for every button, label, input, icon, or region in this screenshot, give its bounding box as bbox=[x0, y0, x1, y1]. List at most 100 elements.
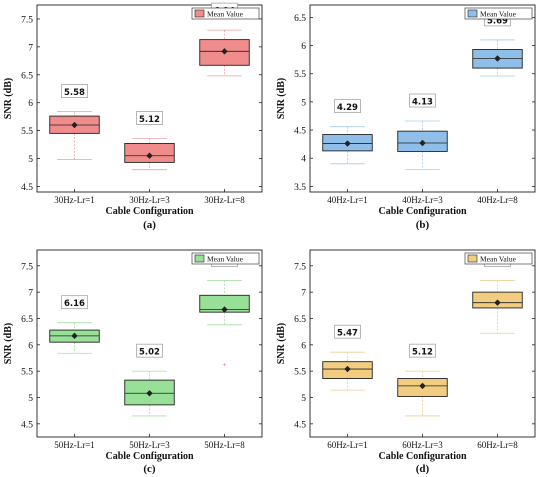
y-tick-label: 4.5 bbox=[294, 127, 306, 137]
x-tick-label: 40Hz-Lr=3 bbox=[402, 195, 443, 205]
mean-label: 5.12 bbox=[139, 115, 160, 125]
y-tick-label: 6.5 bbox=[21, 315, 33, 325]
mean-marker bbox=[494, 299, 501, 306]
y-tick-label: 4.5 bbox=[294, 420, 306, 430]
x-axis-label: Cable Configuration bbox=[378, 206, 467, 217]
mean-marker bbox=[71, 332, 78, 340]
y-tick-label: 6 bbox=[301, 42, 306, 52]
panel-label: (b) bbox=[416, 219, 430, 231]
x-tick-label: 30Hz-Lr=8 bbox=[204, 195, 245, 205]
x-tick-label: 60Hz-Lr=3 bbox=[402, 440, 443, 450]
mean-marker bbox=[344, 140, 351, 147]
y-tick-label: 5.5 bbox=[294, 368, 306, 378]
chart-panel-3: 4.5 5 5.5 6 6.5 7 7.5 SNR (dB) Cable Configurati… bbox=[3, 249, 263, 475]
legend-box bbox=[464, 252, 533, 265]
x-axis-label: Cable Configuration bbox=[105, 206, 194, 217]
y-tick-label: 5 bbox=[301, 394, 306, 404]
legend-swatch bbox=[467, 9, 478, 18]
x-axis-label: Cable Configuration bbox=[378, 451, 467, 462]
panel-label: (a) bbox=[143, 219, 156, 231]
mean-marker bbox=[146, 390, 153, 397]
y-tick-label: 7 bbox=[28, 289, 33, 299]
y-axis-label: SNR (dB) bbox=[3, 78, 14, 119]
legend-box bbox=[191, 252, 260, 265]
y-tick-label: 7 bbox=[28, 43, 33, 53]
mean-label-box bbox=[409, 93, 436, 108]
legend-box bbox=[464, 7, 533, 20]
y-tick-label: 6.5 bbox=[21, 71, 33, 81]
mean-label-box bbox=[136, 343, 163, 358]
x-tick-label: 30Hz-Lr=1 bbox=[54, 195, 95, 205]
mean-label-box bbox=[334, 99, 361, 114]
plot-frame bbox=[309, 249, 536, 438]
x-tick-label: 40Hz-Lr=8 bbox=[477, 195, 518, 205]
y-axis-label: SNR (dB) bbox=[276, 323, 287, 364]
mean-label-box bbox=[61, 84, 88, 98]
legend-swatch bbox=[194, 254, 205, 263]
x-tick-label: 40Hz-Lr=1 bbox=[327, 195, 368, 205]
legend-swatch bbox=[194, 9, 205, 18]
chart-panel-1: 4.5 5 5.5 6 6.5 7 7.5 SNR (dB) Cable Configurati… bbox=[3, 2, 263, 231]
x-tick-label: 30Hz-Lr=3 bbox=[129, 195, 170, 205]
mean-marker bbox=[419, 382, 426, 390]
mean-label: 4.29 bbox=[337, 103, 358, 113]
y-tick-label: 7.5 bbox=[21, 262, 33, 272]
y-tick-label: 4 bbox=[301, 155, 306, 165]
legend-swatch bbox=[467, 254, 478, 263]
legend-box bbox=[191, 7, 260, 20]
legend-label: Mean Value bbox=[207, 10, 244, 19]
chart-panel-4: 4.5 5 5.5 6 6.5 7 7.5 SNR (dB) Cable Configurati… bbox=[276, 249, 536, 475]
x-tick-label: 50Hz-Lr=3 bbox=[129, 440, 170, 450]
mean-label: 5.02 bbox=[139, 348, 160, 358]
mean-label: 6.16 bbox=[64, 299, 85, 309]
y-tick-label: 6 bbox=[301, 341, 306, 351]
y-tick-label: 5 bbox=[28, 155, 33, 165]
mean-label: 5.69 bbox=[487, 16, 508, 26]
mean-marker bbox=[146, 152, 153, 159]
x-axis-label: Cable Configuration bbox=[105, 451, 194, 462]
y-tick-label: 7 bbox=[301, 289, 306, 299]
mean-marker bbox=[221, 306, 228, 313]
y-tick-label: 6.5 bbox=[294, 14, 306, 24]
x-tick-label: 60Hz-Lr=8 bbox=[477, 440, 518, 450]
panel-label: (d) bbox=[416, 463, 430, 475]
y-tick-label: 6.5 bbox=[294, 315, 306, 325]
mean-label-box bbox=[136, 111, 163, 125]
y-tick-label: 6 bbox=[28, 99, 33, 109]
legend-label: Mean Value bbox=[207, 255, 244, 264]
y-tick-label: 6 bbox=[28, 341, 33, 351]
y-tick-label: 3.5 bbox=[294, 183, 306, 193]
x-tick-label: 60Hz-Lr=1 bbox=[327, 440, 368, 450]
y-tick-label: 5.5 bbox=[294, 70, 306, 80]
mean-label-box bbox=[61, 295, 88, 310]
mean-label-box bbox=[334, 324, 361, 339]
mean-marker bbox=[494, 55, 501, 62]
mean-marker bbox=[221, 48, 228, 55]
y-axis-label: SNR (dB) bbox=[276, 78, 287, 119]
y-axis-label: SNR (dB) bbox=[3, 323, 14, 364]
mean-label: 4.13 bbox=[412, 98, 433, 108]
x-tick-label: 50Hz-Lr=1 bbox=[54, 440, 95, 450]
mean-marker bbox=[419, 139, 426, 147]
chart-panel-2: 3.5 4 4.5 5 5.5 6 6.5 SNR (dB) Cable Configurati… bbox=[276, 4, 536, 231]
mean-label: 5.47 bbox=[337, 329, 358, 339]
y-tick-label: 7.5 bbox=[294, 262, 306, 272]
y-tick-label: 5 bbox=[301, 98, 306, 108]
legend-label: Mean Value bbox=[480, 255, 517, 264]
panel-label: (c) bbox=[143, 463, 156, 475]
y-tick-label: 4.5 bbox=[21, 420, 33, 430]
y-tick-label: 5 bbox=[28, 394, 33, 404]
x-tick-label: 50Hz-Lr=8 bbox=[204, 440, 245, 450]
mean-label: 5.12 bbox=[412, 348, 433, 358]
legend-label: Mean Value bbox=[480, 10, 517, 19]
y-tick-label: 5.5 bbox=[21, 127, 33, 137]
mean-label-box bbox=[409, 343, 436, 358]
mean-marker bbox=[344, 365, 351, 373]
y-tick-label: 7.5 bbox=[21, 15, 33, 25]
y-tick-label: 4.5 bbox=[21, 183, 33, 193]
outlier-marker: + bbox=[223, 361, 227, 369]
y-tick-label: 5.5 bbox=[21, 368, 33, 378]
mean-marker bbox=[71, 121, 78, 129]
mean-label: 5.58 bbox=[64, 88, 85, 98]
